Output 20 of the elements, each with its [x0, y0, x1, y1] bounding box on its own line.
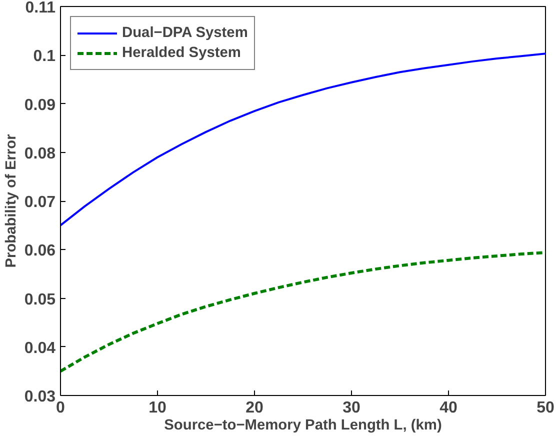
x-tick-label: 20 — [246, 400, 264, 416]
y-tick-label: 0.07 — [24, 194, 56, 211]
x-tick-label: 30 — [342, 400, 360, 416]
x-tick-label: 40 — [440, 400, 458, 416]
x-tick-label: 10 — [148, 400, 166, 416]
y-tick-label: 0.03 — [24, 388, 56, 406]
legend-label: Heralded System — [122, 45, 241, 61]
y-tick-label: 0.09 — [24, 96, 56, 114]
x-axis-title: Source−to−Memory Path Length L, (km) — [164, 418, 442, 434]
y-tick-label: 0.11 — [25, 0, 56, 16]
y-tick-label: 0.08 — [24, 145, 56, 162]
x-tick-label: 50 — [536, 400, 554, 416]
y-tick-label: 0.05 — [24, 291, 56, 308]
y-tick-label: 0.04 — [24, 340, 56, 357]
y-tick-label: 0.1 — [33, 48, 56, 66]
y-axis-title: Probability of Error — [3, 134, 20, 268]
legend-label: Dual−DPA System — [122, 25, 248, 41]
line-series — [60, 251, 546, 373]
y-tick-label: 0.06 — [24, 242, 56, 260]
x-tick-label: 0 — [56, 400, 66, 416]
